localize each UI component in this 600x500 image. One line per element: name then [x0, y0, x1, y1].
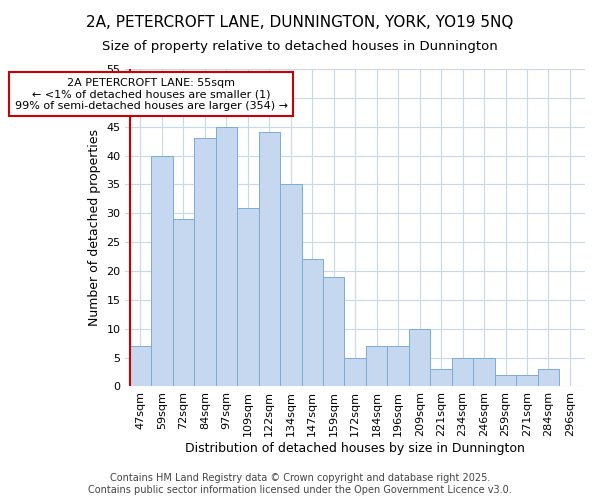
Bar [473, 358, 495, 386]
Bar [173, 219, 194, 386]
Y-axis label: Number of detached properties: Number of detached properties [88, 129, 101, 326]
Bar [323, 277, 344, 386]
Text: Size of property relative to detached houses in Dunnington: Size of property relative to detached ho… [102, 40, 498, 53]
Bar [516, 375, 538, 386]
Bar [452, 358, 473, 386]
Bar [430, 369, 452, 386]
Bar [538, 369, 559, 386]
X-axis label: Distribution of detached houses by size in Dunnington: Distribution of detached houses by size … [185, 442, 525, 455]
Bar [409, 328, 430, 386]
Text: Contains HM Land Registry data © Crown copyright and database right 2025.
Contai: Contains HM Land Registry data © Crown c… [88, 474, 512, 495]
Bar [215, 126, 237, 386]
Bar [280, 184, 302, 386]
Bar [259, 132, 280, 386]
Text: 2A, PETERCROFT LANE, DUNNINGTON, YORK, YO19 5NQ: 2A, PETERCROFT LANE, DUNNINGTON, YORK, Y… [86, 15, 514, 30]
Bar [388, 346, 409, 387]
Bar [302, 260, 323, 386]
Bar [344, 358, 366, 386]
Bar [194, 138, 215, 386]
Bar [130, 346, 151, 387]
Bar [366, 346, 388, 387]
Bar [495, 375, 516, 386]
Bar [151, 156, 173, 386]
Bar [237, 208, 259, 386]
Text: 2A PETERCROFT LANE: 55sqm
← <1% of detached houses are smaller (1)
99% of semi-d: 2A PETERCROFT LANE: 55sqm ← <1% of detac… [14, 78, 287, 111]
